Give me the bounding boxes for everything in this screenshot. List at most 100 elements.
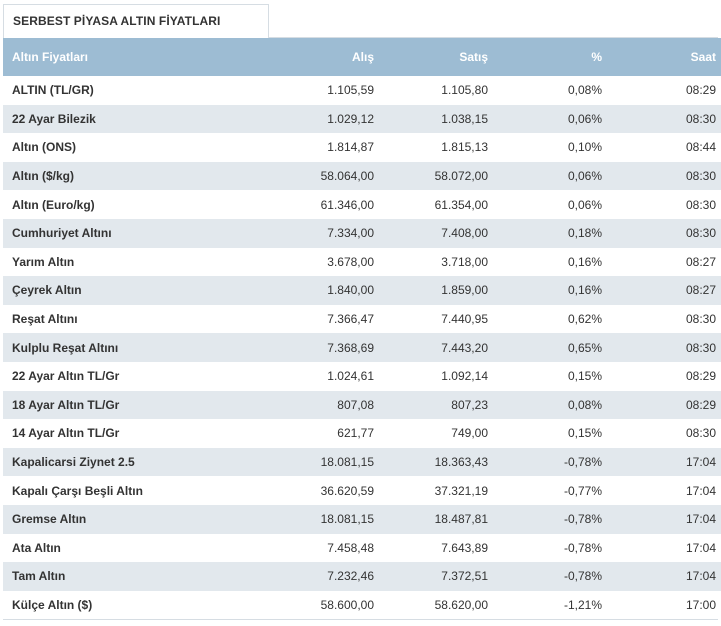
table-row[interactable]: Altın ($/kg) 58.064,00 58.072,00 0,06% 08:30 [3, 161, 721, 191]
cell-buy: 621,77 [228, 419, 374, 448]
table-row[interactable]: Reşat Altını 7.366,47 7.440,95 0,62% 08:30 [3, 304, 721, 334]
cell-pct: -0,78% [488, 533, 602, 563]
cell-buy: 1.840,00 [228, 276, 374, 305]
cell-name: 18 Ayar Altın TL/Gr [3, 390, 228, 420]
cell-time: 08:30 [602, 304, 721, 334]
cell-buy: 18.081,15 [228, 447, 374, 477]
cell-sell: 3.718,00 [374, 247, 488, 277]
cell-time: 17:04 [602, 562, 721, 591]
cell-pct: 0,62% [488, 304, 602, 334]
cell-buy: 58.600,00 [228, 590, 374, 620]
cell-name: 22 Ayar Bilezik [3, 104, 228, 134]
cell-name: Kapalı Çarşı Beşli Altın [3, 476, 228, 505]
cell-name: Gremse Altın [3, 504, 228, 534]
cell-name: Külçe Altın ($) [3, 590, 228, 620]
table-row[interactable]: Ata Altın 7.458,48 7.643,89 -0,78% 17:04 [3, 533, 721, 563]
cell-sell: 1.815,13 [374, 133, 488, 162]
table-row[interactable]: Yarım Altın 3.678,00 3.718,00 0,16% 08:27 [3, 247, 721, 277]
column-header-time[interactable]: Saat [602, 38, 721, 76]
cell-time: 08:30 [602, 161, 721, 191]
cell-time: 17:04 [602, 447, 721, 477]
table-row[interactable]: 22 Ayar Bilezik 1.029,12 1.038,15 0,06% 08:3… [3, 104, 721, 134]
column-header-buy[interactable]: Alış [228, 38, 374, 76]
cell-time: 08:27 [602, 276, 721, 305]
cell-pct: 0,08% [488, 76, 602, 105]
table-header-row: Altın Fiyatları Alış Satış % Saat [3, 38, 721, 76]
cell-pct: 0,65% [488, 333, 602, 362]
cell-buy: 1.105,59 [228, 76, 374, 105]
cell-sell: 7.408,00 [374, 218, 488, 248]
cell-pct: 0,10% [488, 133, 602, 162]
cell-sell: 18.487,81 [374, 504, 488, 534]
cell-sell: 18.363,43 [374, 447, 488, 477]
table-row[interactable]: Cumhuriyet Altını 7.334,00 7.408,00 0,18% 08… [3, 218, 721, 248]
cell-sell: 1.092,14 [374, 361, 488, 391]
tab-serbest-piyasa[interactable]: SERBEST PİYASA ALTIN FİYATLARI [3, 4, 269, 38]
cell-sell: 7.372,51 [374, 562, 488, 591]
table-row[interactable]: Tam Altın 7.232,46 7.372,51 -0,78% 17:04 [3, 562, 721, 591]
cell-time: 08:30 [602, 419, 721, 448]
cell-sell: 37.321,19 [374, 476, 488, 505]
table-row[interactable]: 22 Ayar Altın TL/Gr 1.024,61 1.092,14 0,15%… [3, 361, 721, 391]
cell-sell: 807,23 [374, 390, 488, 420]
cell-buy: 7.368,69 [228, 333, 374, 362]
cell-time: 08:30 [602, 104, 721, 134]
cell-pct: 0,16% [488, 247, 602, 277]
table-row[interactable]: Kapalicarsi Ziynet 2.5 18.081,15 18.363,43… [3, 447, 721, 477]
cell-time: 08:27 [602, 247, 721, 277]
table-row[interactable]: ALTIN (TL/GR) 1.105,59 1.105,80 0,08% 08:29 [3, 76, 721, 105]
cell-buy: 18.081,15 [228, 504, 374, 534]
cell-name: ALTIN (TL/GR) [3, 76, 228, 105]
cell-time: 17:04 [602, 504, 721, 534]
cell-name: Altın (ONS) [3, 133, 228, 162]
table-row[interactable]: Kulplu Reşat Altını 7.368,69 7.443,20 0,65%… [3, 333, 721, 362]
table-row[interactable]: 18 Ayar Altın TL/Gr 807,08 807,23 0,08% 08:2… [3, 390, 721, 420]
table-row[interactable]: Külçe Altın ($) 58.600,00 58.620,00 -1,21% 1… [3, 590, 721, 620]
cell-name: Kapalicarsi Ziynet 2.5 [3, 447, 228, 477]
cell-pct: 0,15% [488, 419, 602, 448]
cell-buy: 7.334,00 [228, 218, 374, 248]
cell-name: Cumhuriyet Altını [3, 218, 228, 248]
cell-pct: 0,15% [488, 361, 602, 391]
table-row[interactable]: Altın (ONS) 1.814,87 1.815,13 0,10% 08:44 [3, 133, 721, 162]
column-header-name[interactable]: Altın Fiyatları [3, 38, 228, 76]
cell-sell: 61.354,00 [374, 190, 488, 219]
cell-pct: -0,78% [488, 562, 602, 591]
table-row[interactable]: Çeyrek Altın 1.840,00 1.859,00 0,16% 08:27 [3, 276, 721, 305]
cell-buy: 36.620,59 [228, 476, 374, 505]
cell-sell: 58.072,00 [374, 161, 488, 191]
cell-buy: 3.678,00 [228, 247, 374, 277]
cell-name: Yarım Altın [3, 247, 228, 277]
column-header-pct[interactable]: % [488, 38, 602, 76]
cell-pct: 0,06% [488, 104, 602, 134]
cell-buy: 1.024,61 [228, 361, 374, 391]
cell-pct: -1,21% [488, 590, 602, 620]
table-row[interactable]: Gremse Altın 18.081,15 18.487,81 -0,78% 17:0… [3, 504, 721, 534]
cell-sell: 7.643,89 [374, 533, 488, 563]
cell-time: 08:29 [602, 76, 721, 105]
cell-buy: 7.232,46 [228, 562, 374, 591]
cell-time: 17:04 [602, 476, 721, 505]
cell-sell: 7.440,95 [374, 304, 488, 334]
cell-name: Tam Altın [3, 562, 228, 591]
cell-time: 08:30 [602, 218, 721, 248]
table-bottom-border [3, 619, 718, 620]
cell-sell: 1.038,15 [374, 104, 488, 134]
cell-pct: 0,08% [488, 390, 602, 420]
cell-buy: 807,08 [228, 390, 374, 420]
cell-pct: 0,16% [488, 276, 602, 305]
cell-sell: 7.443,20 [374, 333, 488, 362]
cell-name: Altın ($/kg) [3, 161, 228, 191]
cell-sell: 58.620,00 [374, 590, 488, 620]
cell-name: Reşat Altını [3, 304, 228, 334]
cell-buy: 61.346,00 [228, 190, 374, 219]
cell-time: 08:44 [602, 133, 721, 162]
cell-buy: 7.366,47 [228, 304, 374, 334]
table-row[interactable]: Altın (Euro/kg) 61.346,00 61.354,00 0,06% 08… [3, 190, 721, 219]
cell-name: Altın (Euro/kg) [3, 190, 228, 219]
column-header-sell[interactable]: Satış [374, 38, 488, 76]
table-row[interactable]: Kapalı Çarşı Beşli Altın 36.620,59 37.321,… [3, 476, 721, 505]
cell-pct: -0,78% [488, 504, 602, 534]
table-row[interactable]: 14 Ayar Altın TL/Gr 621,77 749,00 0,15% 08:3… [3, 419, 721, 448]
